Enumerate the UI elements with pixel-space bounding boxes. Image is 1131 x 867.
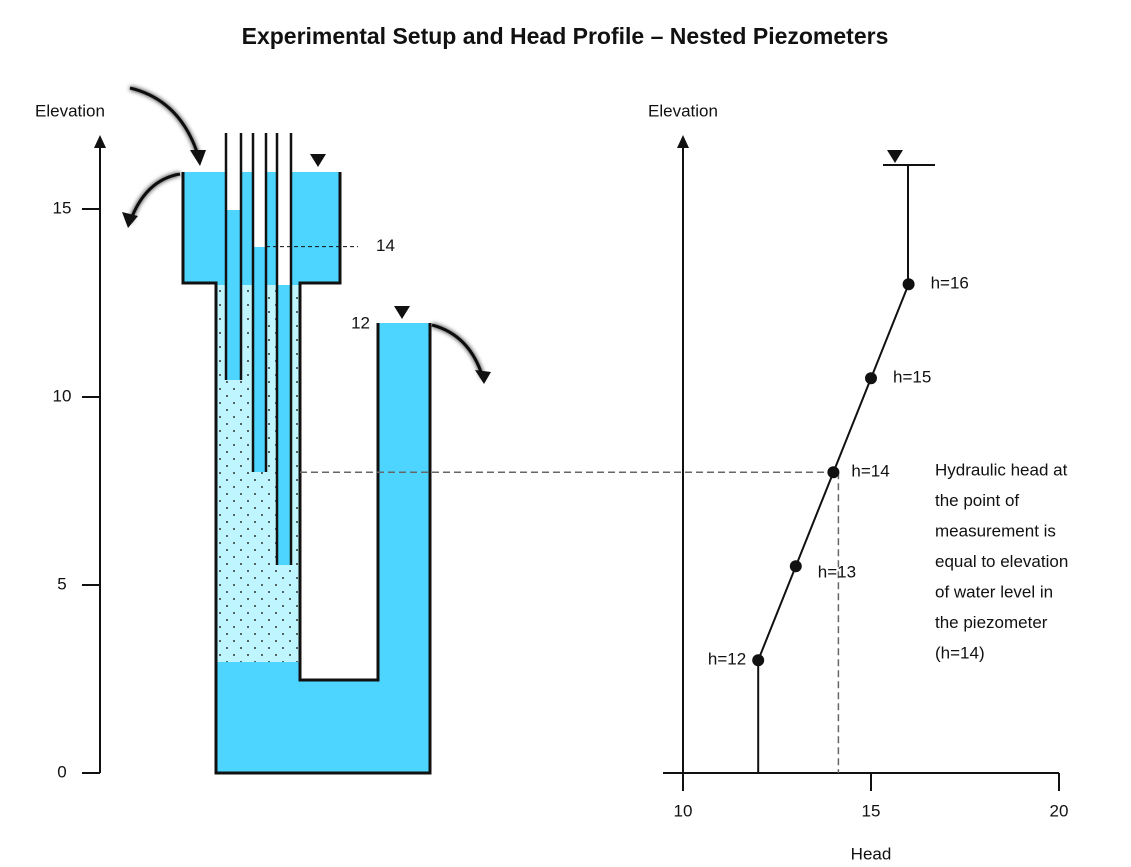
x-tick-label: 20 [1050, 801, 1069, 820]
note: (h=14) [935, 643, 985, 662]
point-label: h=16 [931, 274, 969, 293]
note: measurement is [935, 521, 1056, 540]
x-axis-label: Head [851, 844, 892, 863]
note: the point of [935, 491, 1019, 510]
point [827, 466, 840, 479]
point [789, 560, 802, 573]
point [902, 278, 915, 291]
point-label: h=14 [851, 462, 889, 481]
y-tick-label: 5 [57, 574, 66, 593]
point [752, 654, 765, 667]
note: Hydraulic head at [935, 460, 1068, 479]
title: Experimental Setup and Head Profile – Ne… [242, 23, 889, 49]
x-tick-label: 15 [862, 801, 881, 820]
note: equal to elevation [935, 552, 1068, 571]
x-tick-label: 10 [674, 801, 693, 820]
y-tick-label: 15 [53, 198, 72, 217]
point-label: h=15 [893, 368, 931, 387]
note: the piezometer [935, 613, 1048, 632]
y-axis-label: Elevation [648, 101, 718, 120]
y-tick-label: 10 [53, 386, 72, 405]
profile: Elevation Head [648, 101, 1059, 863]
axis-label: Elevation [35, 101, 105, 120]
point-label: h=12 [708, 650, 746, 669]
y-tick-label: 0 [57, 762, 66, 781]
apparatus: Elevation [35, 86, 491, 775]
level-label: 12 [351, 313, 370, 332]
level-label: 14 [376, 236, 395, 255]
note: of water level in [935, 582, 1053, 601]
point [865, 372, 877, 385]
point-label: h=13 [818, 563, 856, 582]
